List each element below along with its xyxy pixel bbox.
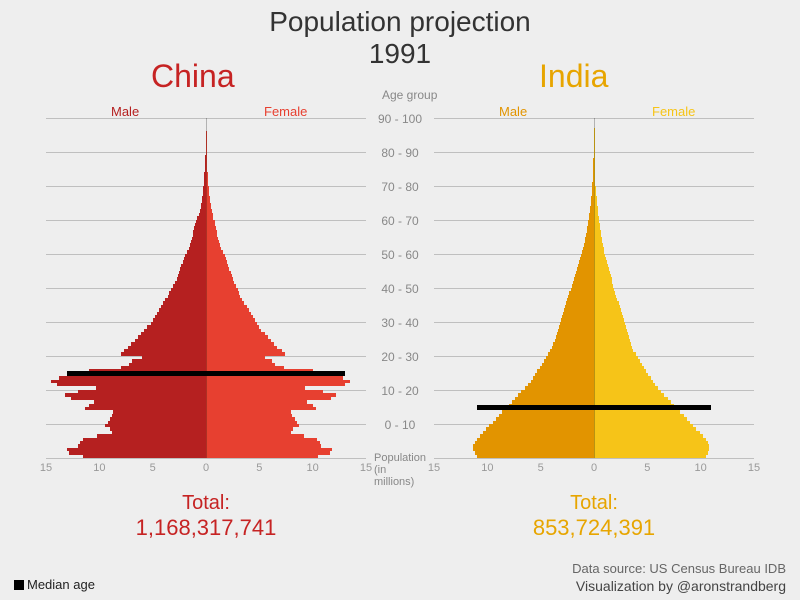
x-tick: 5 [538,462,544,474]
x-tick: 0 [591,462,597,474]
india-pyramid-chart: 15105051015 [434,118,754,488]
india-total: Total:853,724,391 [434,492,754,541]
china-x-axis: 15105051015Population (in millions) [46,458,366,488]
india-country-label: India [539,58,608,95]
india-median-age-line [477,405,712,410]
x-tick: 15 [360,462,372,474]
china-centerline [206,118,207,458]
x-axis-label: Population (in millions) [374,452,426,488]
age-band-label: 20 - 30 [370,350,430,364]
main-title: Population projection [0,6,800,38]
age-band-label: 60 - 70 [370,214,430,228]
data-source-credit: Data source: US Census Bureau IDB [572,561,786,576]
china-country-label: China [151,58,235,95]
x-tick: 10 [695,462,707,474]
china-median-age-line [67,371,344,376]
median-age-legend: Median age [14,577,95,592]
age-band-label: 50 - 60 [370,248,430,262]
x-tick: 10 [481,462,493,474]
age-band-label: 10 - 20 [370,384,430,398]
x-tick: 5 [150,462,156,474]
age-band-label: 30 - 40 [370,316,430,330]
x-tick: 10 [307,462,319,474]
age-band-label: 0 - 10 [370,418,430,432]
visualization-credit: Visualization by @aronstrandberg [576,578,786,594]
china-pyramid-chart: 15105051015Population (in millions) [46,118,366,488]
age-band-label: 80 - 90 [370,146,430,160]
year-label: 1991 [0,38,800,70]
china-total: Total:1,168,317,741 [46,492,366,541]
x-tick: 15 [428,462,440,474]
x-tick: 5 [644,462,650,474]
x-tick: 15 [40,462,52,474]
age-group-header: Age group [382,88,437,102]
x-tick: 15 [748,462,760,474]
age-band-label: 90 - 100 [370,112,430,126]
india-x-axis: 15105051015 [434,458,754,488]
age-band-label: 40 - 50 [370,282,430,296]
x-tick: 0 [203,462,209,474]
x-tick: 10 [93,462,105,474]
age-band-label: 70 - 80 [370,180,430,194]
x-tick: 5 [256,462,262,474]
